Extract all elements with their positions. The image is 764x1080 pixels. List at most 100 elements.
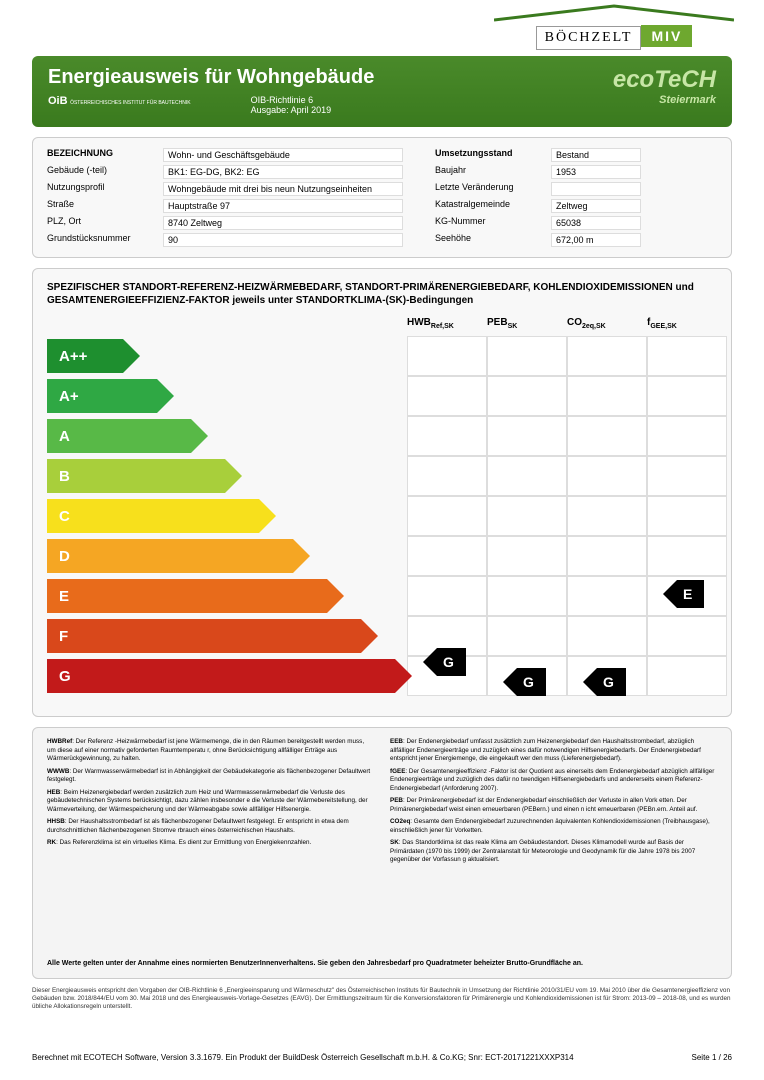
chart-cell — [487, 336, 567, 376]
info-value: Zeltweg — [551, 199, 641, 213]
chart-cell — [407, 336, 487, 376]
info-value: 672,00 m — [551, 233, 641, 247]
info-label: Gebäude (-teil) — [47, 165, 157, 179]
chart-cell — [487, 456, 567, 496]
chart-cell — [407, 496, 487, 536]
glossary-entry: PEB: Der Primärenergiebedarf ist der End… — [390, 797, 717, 814]
ecotech-logo: ecoTeCH Steiermark — [613, 66, 716, 106]
chart-cell — [487, 496, 567, 536]
glossary-entry: HEB: Beim Heizenergiebedarf werden zusät… — [47, 789, 374, 815]
chart-cell — [407, 576, 487, 616]
rating-marker: G — [597, 668, 626, 696]
top-logo: BÖCHZELTMIV — [494, 4, 734, 50]
chart-cell — [647, 336, 727, 376]
chart-cell — [487, 576, 567, 616]
chart-cell — [487, 376, 567, 416]
energy-class-bar: B — [47, 459, 225, 493]
energy-class-row: D — [47, 536, 717, 576]
chart-cell — [487, 616, 567, 656]
rating-marker: E — [677, 580, 704, 608]
rating-marker: G — [437, 648, 466, 676]
info-label: Straße — [47, 199, 157, 213]
chart-col-header: PEBSK — [487, 317, 567, 330]
energy-class-bar: E — [47, 579, 327, 613]
energy-class-label: F — [59, 628, 68, 645]
energy-class-row: A — [47, 416, 717, 456]
chart-cell — [567, 576, 647, 616]
chart-cell — [487, 416, 567, 456]
disclaimer-text: Dieser Energieausweis entspricht den Vor… — [32, 987, 732, 1012]
info-value: Bestand — [551, 148, 641, 162]
info-label: KG-Nummer — [435, 216, 545, 230]
energy-class-bar: A++ — [47, 339, 123, 373]
chart-cell — [567, 416, 647, 456]
chart-cell — [647, 376, 727, 416]
chart-cell — [407, 456, 487, 496]
chart-cell — [647, 496, 727, 536]
info-value: Wohngebäude mit drei bis neun Nutzungsei… — [163, 182, 403, 196]
chart-col-header: HWBRef,SK — [407, 317, 487, 330]
energy-class-label: B — [59, 468, 70, 485]
energy-class-label: C — [59, 508, 70, 525]
energy-class-bar: F — [47, 619, 361, 653]
brand-miv: MIV — [641, 25, 692, 47]
energy-class-row: E — [47, 576, 717, 616]
energy-class-bar: G — [47, 659, 395, 693]
info-label: BEZEICHNUNG — [47, 148, 157, 162]
chart-cell — [567, 336, 647, 376]
energy-class-label: D — [59, 548, 70, 565]
glossary-entry: WWWB: Der Warmwasserwärmebedarf ist in A… — [47, 768, 374, 785]
chart-cell — [487, 536, 567, 576]
glossary-entry: CO2eq: Gesamte dem Endenergiebedarf zuzu… — [390, 818, 717, 835]
chart-cell — [647, 536, 727, 576]
energy-class-row: B — [47, 456, 717, 496]
info-value: 1953 — [551, 165, 641, 179]
chart-cell — [567, 456, 647, 496]
chart-cell — [647, 616, 727, 656]
info-value: Hauptstraße 97 — [163, 199, 403, 213]
glossary-entry: fGEE: Der Gesamtenergieeffizienz -Faktor… — [390, 768, 717, 794]
energy-class-row: F — [47, 616, 717, 656]
chart-col-header: fGEE,SK — [647, 317, 727, 330]
chart-cell — [567, 536, 647, 576]
oib-logo: OiB — [48, 95, 68, 107]
energy-class-label: A+ — [59, 388, 79, 405]
chart-cell — [407, 376, 487, 416]
glossary-note: Alle Werte gelten unter der Annahme eine… — [47, 959, 717, 968]
info-value: Wohn- und Geschäftsgebäude — [163, 148, 403, 162]
info-label: Grundstücksnummer — [47, 233, 157, 247]
chart-cell — [567, 496, 647, 536]
chart-box: SPEZIFISCHER STANDORT-REFERENZ-HEIZWÄRME… — [32, 268, 732, 717]
energy-class-label: A — [59, 428, 70, 445]
energy-class-label: A++ — [59, 348, 87, 365]
footer-page: Seite 1 / 26 — [692, 1053, 732, 1062]
glossary-entry: HWBRef: Der Referenz -Heizwärmebedarf is… — [47, 738, 374, 764]
info-value: 8740 Zeltweg — [163, 216, 403, 230]
info-label: Nutzungsprofil — [47, 182, 157, 196]
glossary-entry: HHSB: Der Haushaltsstrombedarf ist als f… — [47, 818, 374, 835]
glossary-entry: EEB: Der Endenergiebedarf umfasst zusätz… — [390, 738, 717, 764]
info-label: PLZ, Ort — [47, 216, 157, 230]
page-footer: Berechnet mit ECOTECH Software, Version … — [32, 1053, 732, 1062]
info-label: Letzte Veränderung — [435, 182, 545, 196]
info-label: Umsetzungsstand — [435, 148, 545, 162]
energy-class-bar: A — [47, 419, 191, 453]
chart-title: SPEZIFISCHER STANDORT-REFERENZ-HEIZWÄRME… — [47, 281, 717, 307]
info-value — [551, 182, 641, 196]
brand-name: BÖCHZELT — [536, 26, 642, 50]
info-label: Seehöhe — [435, 233, 545, 247]
energy-class-row: A++ — [47, 336, 717, 376]
chart-cell — [567, 616, 647, 656]
chart-cell — [407, 536, 487, 576]
chart-cell — [407, 416, 487, 456]
richtlinie: OIB-Richtlinie 6 — [251, 95, 314, 105]
header-bar: Energieausweis für Wohngebäude OiB ÖSTER… — [32, 56, 732, 127]
rating-marker: G — [517, 668, 546, 696]
energy-class-label: G — [59, 668, 71, 685]
info-value: BK1: EG-DG, BK2: EG — [163, 165, 403, 179]
chart-col-header: CO2eq,SK — [567, 317, 647, 330]
chart-cell — [647, 656, 727, 696]
info-box: BEZEICHNUNG Wohn- und Geschäftsgebäude Ums… — [32, 137, 732, 258]
chart-cell — [567, 376, 647, 416]
info-value: 90 — [163, 233, 403, 247]
